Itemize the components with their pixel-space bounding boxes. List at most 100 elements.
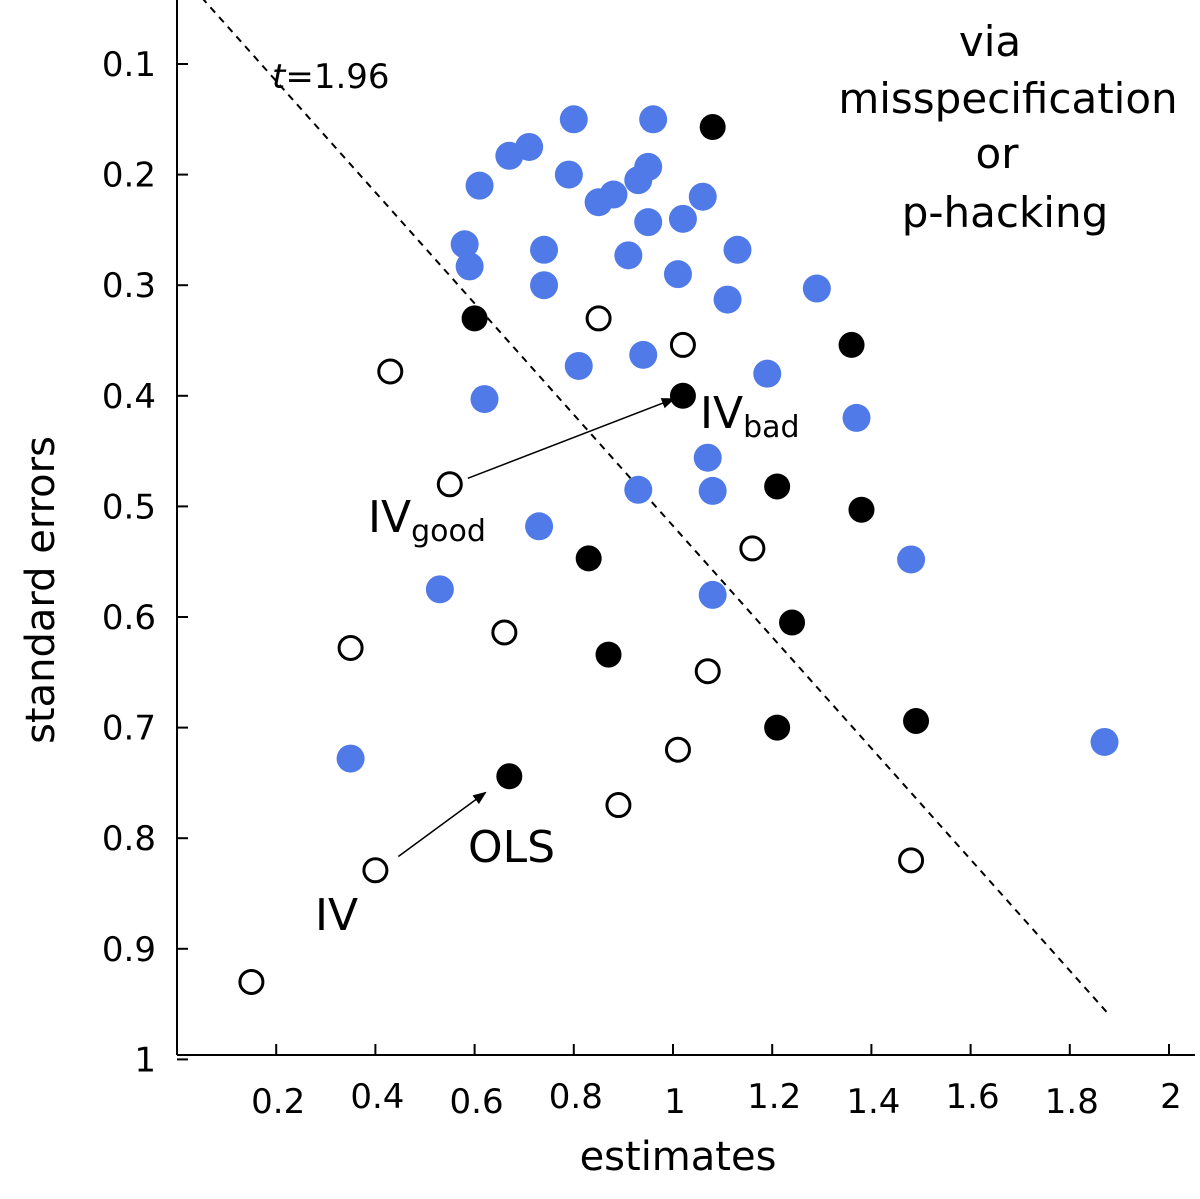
black-point (848, 496, 875, 523)
x-tick-label: 1.4 (846, 1082, 900, 1122)
blue-point (584, 188, 613, 217)
blue-point (693, 443, 722, 472)
open-point (898, 847, 925, 874)
open-point (669, 331, 696, 358)
open-point (605, 792, 632, 819)
x-tick-label: 0.4 (350, 1077, 404, 1117)
blue-point (663, 260, 692, 289)
open-point (585, 305, 612, 332)
annotation-arrow (467, 398, 676, 479)
annotation-line-1: via (959, 17, 1021, 66)
black-point (903, 707, 930, 734)
blue-point (465, 171, 494, 200)
black-point (669, 382, 696, 409)
iv-good-subscript: good (411, 514, 486, 549)
blue-point (1090, 727, 1119, 756)
x-tick-label: 0.6 (450, 1082, 504, 1122)
blue-point (723, 235, 752, 264)
iv-label: IV (315, 890, 358, 941)
y-tick-label: 0.7 (102, 709, 156, 749)
ols-label: OLS (468, 822, 555, 873)
blue-point (470, 385, 499, 414)
blue-point (668, 204, 697, 233)
blue-point (624, 475, 653, 504)
reference-line-label-value: =1.96 (285, 57, 389, 97)
axis-ticks: 0.2 0.4 0.6 0.8 1 1.2 1.4 1.6 1.8 2 0.1 0.2 0.3 0.4 0.… (102, 45, 1182, 1122)
blue-point (530, 271, 559, 300)
blue-point (564, 351, 593, 380)
blue-point (450, 230, 479, 259)
y-tick-label: 1 (134, 1040, 156, 1080)
y-tick-label: 0.5 (102, 487, 156, 527)
black-point (838, 331, 865, 358)
x-tick-label: 1 (664, 1082, 686, 1122)
blue-point (336, 744, 365, 773)
open-point (238, 968, 265, 995)
data-points (238, 105, 1119, 995)
black-point (699, 114, 726, 141)
blue-point (530, 235, 559, 264)
black-point (764, 473, 791, 500)
iv-bad-subscript: bad (743, 410, 799, 445)
blue-point (698, 476, 727, 505)
x-tick-label: 1.2 (747, 1077, 801, 1117)
reference-line-layer (202, 0, 1111, 1016)
blue-point (688, 182, 717, 211)
blue-point (554, 160, 583, 189)
open-point (739, 535, 766, 562)
blue-point (639, 105, 668, 134)
reference-line-label-italic: t (272, 57, 287, 97)
open-point (694, 658, 721, 685)
y-tick-label: 0.9 (102, 930, 156, 970)
open-point (664, 736, 691, 763)
black-point (764, 714, 791, 741)
blue-point (629, 340, 658, 369)
x-axis-title: estimates (580, 1134, 777, 1180)
annotation-line-4: p-hacking (902, 188, 1109, 237)
x-tick-label: 2 (1160, 1077, 1182, 1117)
blue-point (624, 166, 653, 195)
y-tick-label: 0.3 (102, 266, 156, 306)
y-tick-label: 0.2 (102, 156, 156, 196)
black-point (496, 763, 523, 790)
blue-point (698, 580, 727, 609)
open-point (491, 619, 518, 646)
y-tick-label: 0.6 (102, 598, 156, 638)
y-tick-label: 0.8 (102, 819, 156, 859)
y-tick-label: 0.4 (102, 377, 156, 417)
iv-bad-main: IV (700, 388, 743, 439)
blue-point (455, 252, 484, 281)
open-point (337, 634, 364, 661)
x-tick-label: 0.2 (251, 1082, 305, 1122)
open-point (377, 358, 404, 385)
iv-good-label: IVgood (368, 492, 486, 549)
blue-point (614, 241, 643, 270)
blue-point (842, 403, 871, 432)
blue-point (713, 285, 742, 314)
annotation-arrows (397, 398, 676, 858)
annotation-line-3: or (976, 129, 1020, 178)
black-point (595, 641, 622, 668)
open-point (362, 857, 389, 884)
black-point (461, 305, 488, 332)
x-tick-label: 0.8 (549, 1077, 603, 1117)
reference-line-label: t=1.96 (272, 57, 390, 97)
x-tick-label: 1.8 (1045, 1082, 1099, 1122)
x-tick-label: 1.6 (946, 1077, 1000, 1117)
black-point (779, 609, 806, 636)
reference-line-t-1-96 (202, 0, 1111, 1016)
black-point (575, 545, 602, 572)
blue-point (634, 208, 663, 237)
y-tick-label: 0.1 (102, 45, 156, 85)
blue-point (495, 141, 524, 170)
open-point (436, 471, 463, 498)
blue-point (897, 545, 926, 574)
blue-point (802, 274, 831, 303)
blue-point (559, 105, 588, 134)
annotation-arrow (397, 791, 487, 858)
blue-point (425, 575, 454, 604)
iv-good-main: IV (368, 492, 411, 543)
blue-point (525, 512, 554, 541)
y-axis-title: standard errors (18, 436, 64, 744)
